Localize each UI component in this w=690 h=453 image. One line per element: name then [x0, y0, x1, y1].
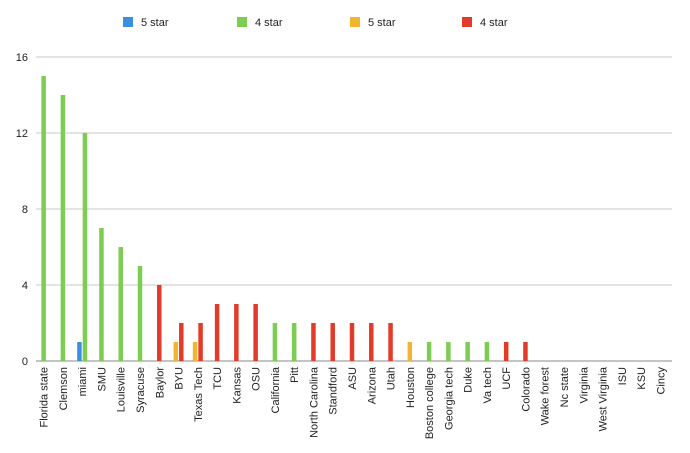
x-axis-ticks: Florida state Clemson miami SMU Louisville Sy…: [39, 366, 668, 439]
legend-label: 4 star: [255, 17, 283, 29]
bar-louisville-series-1: [118, 247, 123, 361]
bar-california-series-1: [272, 323, 278, 361]
bar-texas-tech-series-3: [198, 323, 203, 361]
x-tick-label: ISU: [617, 367, 629, 385]
x-tick-label: Texas Tech: [193, 367, 205, 422]
x-tick-label: Georgia tech: [443, 367, 455, 430]
bar-tcu-series-3: [214, 304, 220, 361]
bar-colorado-series-3: [523, 342, 528, 361]
x-tick-label: Va tech: [482, 367, 494, 404]
x-tick-label: Colorado: [520, 367, 532, 412]
bar-arizona-series-3: [369, 323, 374, 361]
legend-swatch: [350, 17, 360, 27]
bar-osu-series-3: [253, 304, 258, 361]
legend-swatch: [237, 17, 247, 27]
bar-georgia-tech-series-1: [446, 342, 451, 361]
legend-label: 4 star: [480, 17, 508, 29]
legend-label: 5 star: [368, 17, 396, 29]
x-tick-label: Duke: [463, 367, 475, 393]
bar-florida-state-series-1: [41, 76, 46, 361]
x-tick-label: Utah: [386, 367, 398, 390]
x-tick-label: Clemson: [58, 367, 70, 410]
x-tick-label: UCF: [501, 367, 513, 390]
x-tick-label: North Carolina: [308, 366, 320, 438]
x-tick-label: California: [270, 366, 282, 413]
bar-va-tech-series-1: [484, 342, 490, 361]
bar-miami-series-1: [82, 133, 88, 361]
bars: [41, 76, 528, 361]
bar-kansas-series-3: [234, 304, 239, 361]
bar-syracuse-series-1: [137, 266, 143, 361]
bar-pitt-series-1: [291, 323, 297, 361]
x-tick-label: Florida state: [39, 367, 51, 428]
x-tick-label: Houston: [405, 367, 417, 408]
x-tick-label: Pitt: [289, 367, 301, 383]
bar-standford-series-3: [330, 323, 335, 361]
x-tick-label: West Virginia: [598, 366, 610, 431]
bar-north-carolina-series-3: [311, 323, 316, 361]
x-tick-label: KSU: [636, 367, 648, 390]
bar-asu-series-3: [349, 323, 355, 361]
bar-baylor-series-3: [157, 285, 162, 361]
x-tick-label: OSU: [251, 367, 263, 391]
x-tick-label: TCU: [212, 367, 224, 390]
y-tick-label: 0: [22, 356, 28, 368]
legend: 5 star 4 star 5 star 4 star: [123, 17, 508, 29]
x-tick-label: Cincy: [655, 367, 667, 395]
legend-label: 5 star: [141, 17, 169, 29]
bar-miami-series-0: [77, 342, 82, 361]
y-tick-label: 12: [16, 128, 28, 140]
x-tick-label: Arizona: [366, 366, 378, 404]
x-tick-label: miami: [77, 367, 89, 396]
bar-boston-college-series-1: [426, 342, 432, 361]
x-tick-label: Syracuse: [135, 367, 147, 413]
bar-clemson-series-1: [60, 95, 66, 361]
grid-lines: [36, 56, 672, 362]
x-tick-label: Standford: [328, 367, 340, 415]
y-axis-ticks: 0 4 8 12 16: [16, 52, 28, 368]
bar-texas-tech-series-2: [192, 342, 198, 361]
y-tick-label: 8: [22, 204, 28, 216]
y-tick-label: 4: [22, 280, 28, 292]
legend-swatch: [123, 17, 133, 27]
bar-byu-series-3: [179, 323, 184, 361]
bar-byu-series-2: [173, 342, 179, 361]
y-tick-label: 16: [16, 52, 28, 64]
bar-ucf-series-3: [503, 342, 509, 361]
bar-duke-series-1: [465, 342, 470, 361]
x-tick-label: Boston college: [424, 367, 436, 439]
x-tick-label: Louisville: [116, 367, 128, 412]
x-tick-label: Wake forest: [540, 367, 552, 425]
x-tick-label: Nc state: [559, 367, 571, 407]
x-tick-label: ASU: [347, 367, 359, 390]
x-tick-label: Kansas: [231, 367, 243, 404]
x-tick-label: Baylor: [154, 367, 166, 399]
x-tick-label: Virginia: [578, 366, 590, 403]
bar-houston-series-2: [407, 342, 413, 361]
x-tick-label: SMU: [96, 367, 108, 392]
bar-utah-series-3: [388, 323, 393, 361]
legend-swatch: [462, 17, 472, 27]
bar-smu-series-1: [99, 228, 104, 361]
x-tick-label: BYU: [174, 367, 186, 390]
